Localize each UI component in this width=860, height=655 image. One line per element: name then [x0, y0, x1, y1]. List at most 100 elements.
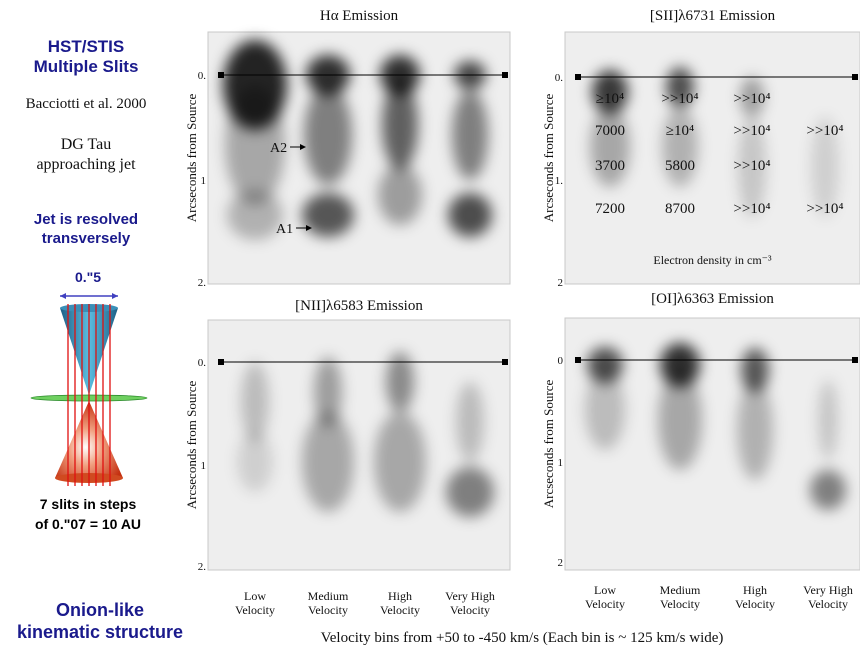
density-value: >>10⁴: [806, 123, 843, 139]
y-axis-label: Arcseconds from Source: [184, 381, 199, 510]
emission-blob: [737, 380, 773, 480]
panel: [207, 31, 511, 285]
y-tick-label: 2: [558, 277, 564, 289]
density-value: 7200: [595, 201, 625, 217]
sidebar-title: Multiple Slits: [34, 57, 139, 76]
velocity-bin-label: High: [388, 589, 412, 603]
slit-marker: [218, 72, 224, 78]
slits-text: 7 slits in steps: [40, 496, 137, 512]
panel: [207, 319, 511, 571]
width-label: 0."5: [75, 269, 101, 285]
object: DG Tau: [61, 136, 112, 153]
y-axis-label: Arcseconds from Source: [541, 380, 556, 509]
emission-blob: [452, 90, 488, 180]
annotation: A2: [270, 141, 287, 156]
y-tick-label: 1: [558, 457, 564, 469]
resolved-text: Jet is resolved: [34, 211, 138, 228]
velocity-bin-label: Velocity: [308, 603, 348, 617]
density-value: 7000: [595, 123, 625, 139]
density-value: >>10⁴: [733, 158, 770, 174]
velocity-bin-label: Velocity: [585, 597, 625, 611]
density-value: 8700: [665, 201, 695, 217]
velocity-bin-label: Velocity: [735, 597, 775, 611]
citation: Bacciotti et al. 2000: [26, 96, 147, 112]
emission-blob: [302, 193, 354, 237]
emission-blob: [237, 432, 273, 492]
velocity-bin-label: Very High: [445, 589, 495, 603]
emission-blob: [304, 85, 352, 185]
velocity-bin-label: Low: [594, 583, 616, 597]
emission-blob: [456, 382, 484, 462]
y-tick-label: 0: [558, 355, 564, 367]
panel-title: [OI]λ6363 Emission: [651, 291, 774, 307]
slit-marker: [852, 357, 858, 363]
slit-marker: [852, 74, 858, 80]
velocity-bin-label: Low: [244, 589, 266, 603]
emission-blob: [382, 80, 418, 170]
emission-blob: [225, 85, 285, 205]
y-tick-label: 0.: [198, 357, 207, 369]
slit-marker: [502, 72, 508, 78]
emission-blob: [585, 370, 625, 450]
panel-title: [SII]λ6731 Emission: [650, 8, 776, 24]
emission-blob: [241, 362, 269, 442]
annotation-arrow: [300, 144, 306, 150]
emission-blob: [448, 193, 492, 237]
density-value: >>10⁴: [806, 201, 843, 217]
emission-blob: [592, 70, 628, 114]
resolved-text: transversely: [42, 230, 131, 247]
emission-blob: [587, 347, 623, 383]
emission-blob: [810, 470, 846, 510]
velocity-bin-label: Medium: [308, 589, 349, 603]
y-axis-label: Arcseconds from Source: [541, 94, 556, 223]
panel-title: [NII]λ6583 Emission: [295, 298, 423, 314]
y-tick-label: 1: [201, 175, 207, 187]
emission-blob: [740, 77, 764, 117]
velocity-bin-label: Velocity: [450, 603, 490, 617]
y-tick-label: 2.: [198, 277, 207, 289]
emission-blob: [446, 467, 494, 517]
conclusion: kinematic structure: [17, 622, 183, 642]
velocity-bin-label: Velocity: [660, 597, 700, 611]
density-value: ≥10⁴: [596, 91, 624, 107]
density-value: >>10⁴: [733, 91, 770, 107]
density-value: >>10⁴: [661, 91, 698, 107]
conclusion: Onion-like: [56, 600, 144, 620]
emission-blob: [374, 412, 426, 512]
emission-blob: [227, 190, 283, 240]
emission-image: [585, 343, 846, 510]
emission-blob: [302, 412, 354, 512]
object: approaching jet: [36, 156, 136, 173]
density-value: 5800: [665, 158, 695, 174]
emission-image: [237, 352, 494, 517]
panel-title: Hα Emission: [320, 8, 399, 24]
emission-blob: [386, 352, 414, 412]
slit-marker: [575, 357, 581, 363]
annotation: A1: [276, 222, 293, 237]
cone-diagram: [30, 293, 148, 486]
density-value: 3700: [595, 158, 625, 174]
emission-blob: [662, 107, 698, 187]
panel: [564, 31, 860, 285]
emission-blob: [811, 117, 839, 217]
slit-marker: [218, 359, 224, 365]
footer: Velocity bins from +50 to -450 km/s (Eac…: [321, 630, 724, 646]
annotation-arrow: [306, 225, 312, 231]
slit-marker: [502, 359, 508, 365]
velocity-bin-label: High: [743, 583, 767, 597]
y-tick-label: 1: [201, 460, 207, 472]
velocity-bin-label: Medium: [660, 583, 701, 597]
y-tick-label: 0.: [198, 70, 207, 82]
emission-blob: [738, 117, 766, 217]
velocity-bin-label: Velocity: [380, 603, 420, 617]
slits-text: of 0."07 = 10 AU: [35, 516, 141, 532]
velocity-bin-label: Very High: [803, 583, 853, 597]
emission-image: [590, 67, 839, 217]
density-value: >>10⁴: [733, 123, 770, 139]
panel: [564, 317, 860, 571]
density-value: >>10⁴: [733, 201, 770, 217]
emission-blob: [378, 165, 422, 225]
y-tick-label: 0.: [555, 72, 564, 84]
slit-marker: [575, 74, 581, 80]
